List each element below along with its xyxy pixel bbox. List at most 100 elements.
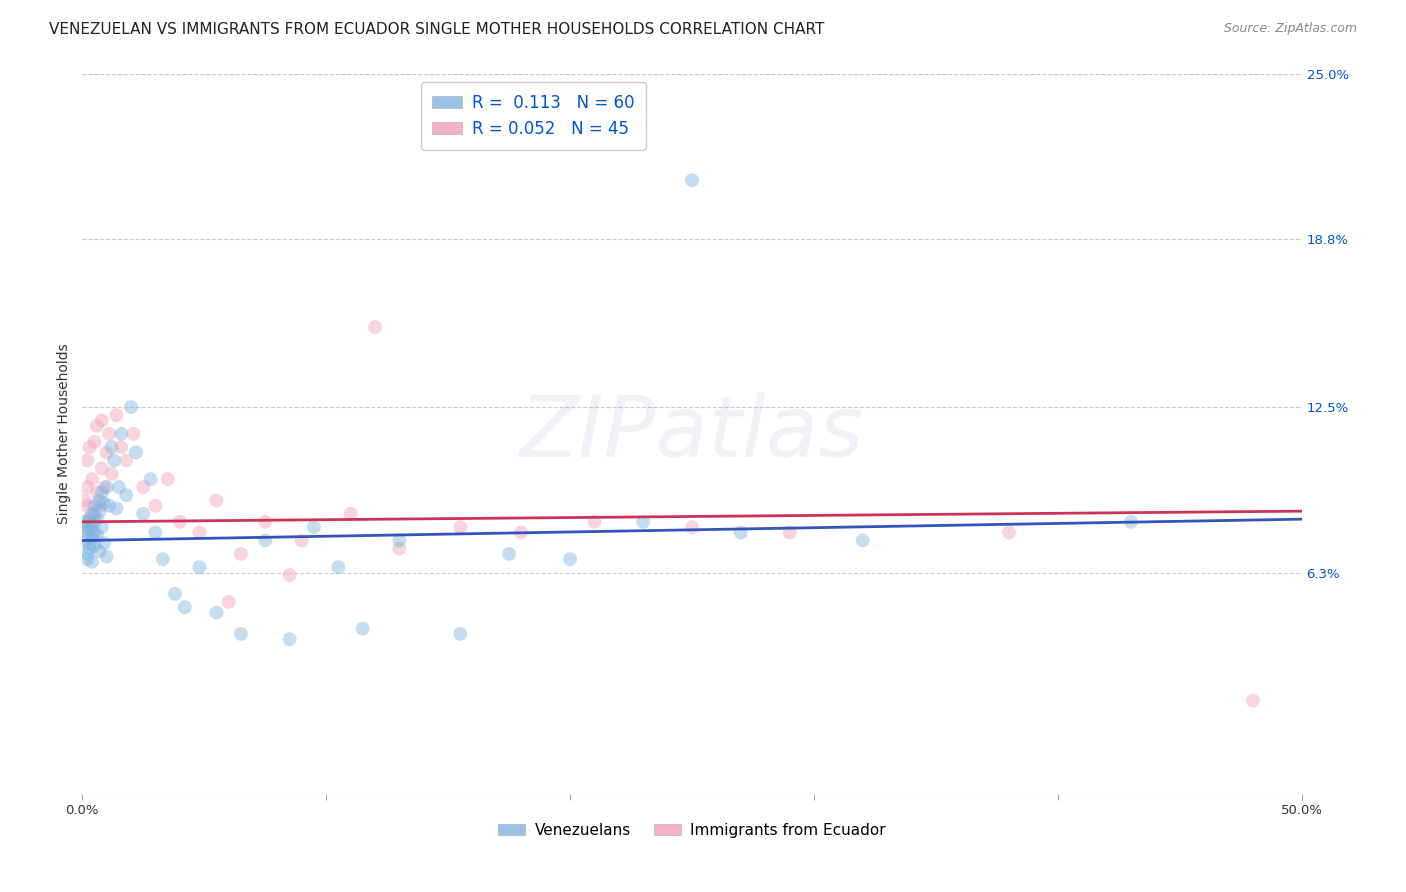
Point	[364, 320, 387, 334]
Point	[76, 499, 98, 513]
Point	[388, 541, 411, 556]
Text: Source: ZipAtlas.com: Source: ZipAtlas.com	[1223, 22, 1357, 36]
Point	[86, 528, 108, 542]
Point	[90, 520, 112, 534]
Point	[998, 525, 1021, 540]
Point	[90, 485, 112, 500]
Point	[79, 541, 101, 556]
Point	[188, 525, 211, 540]
Point	[302, 520, 325, 534]
Point	[110, 440, 132, 454]
Point	[254, 533, 277, 548]
Point	[73, 533, 96, 548]
Point	[125, 445, 148, 459]
Point	[89, 504, 111, 518]
Point	[83, 434, 105, 449]
Point	[105, 501, 128, 516]
Text: ZIPatlas: ZIPatlas	[520, 392, 865, 475]
Point	[583, 515, 606, 529]
Point	[352, 622, 374, 636]
Point	[205, 606, 228, 620]
Point	[83, 499, 105, 513]
Point	[105, 408, 128, 422]
Point	[96, 480, 118, 494]
Point	[79, 536, 101, 550]
Point	[229, 547, 252, 561]
Legend: Venezuelans, Immigrants from Ecuador: Venezuelans, Immigrants from Ecuador	[492, 817, 893, 844]
Point	[388, 533, 411, 548]
Point	[173, 600, 195, 615]
Point	[132, 507, 155, 521]
Point	[98, 426, 121, 441]
Point	[218, 595, 240, 609]
Point	[98, 499, 121, 513]
Point	[76, 547, 98, 561]
Point	[108, 480, 131, 494]
Point	[89, 544, 111, 558]
Point	[278, 632, 301, 647]
Point	[73, 493, 96, 508]
Point	[681, 173, 703, 187]
Point	[80, 531, 103, 545]
Point	[83, 507, 105, 521]
Point	[73, 520, 96, 534]
Point	[80, 507, 103, 521]
Point	[96, 445, 118, 459]
Point	[76, 525, 98, 540]
Point	[80, 555, 103, 569]
Point	[558, 552, 581, 566]
Point	[681, 520, 703, 534]
Point	[73, 515, 96, 529]
Point	[205, 493, 228, 508]
Point	[1241, 693, 1264, 707]
Point	[779, 525, 801, 540]
Point	[115, 453, 138, 467]
Point	[169, 515, 191, 529]
Point	[76, 453, 98, 467]
Point	[163, 587, 186, 601]
Point	[100, 440, 122, 454]
Point	[510, 525, 533, 540]
Point	[449, 627, 471, 641]
Text: VENEZUELAN VS IMMIGRANTS FROM ECUADOR SINGLE MOTHER HOUSEHOLDS CORRELATION CHART: VENEZUELAN VS IMMIGRANTS FROM ECUADOR SI…	[49, 22, 824, 37]
Point	[79, 523, 101, 537]
Point	[291, 533, 314, 548]
Point	[76, 520, 98, 534]
Point	[254, 515, 277, 529]
Point	[80, 517, 103, 532]
Point	[79, 440, 101, 454]
Point	[156, 472, 179, 486]
Point	[76, 552, 98, 566]
Point	[122, 426, 145, 441]
Point	[89, 499, 111, 513]
Point	[83, 539, 105, 553]
Point	[229, 627, 252, 641]
Point	[120, 400, 142, 414]
Point	[79, 512, 101, 526]
Point	[110, 426, 132, 441]
Point	[498, 547, 520, 561]
Point	[86, 512, 108, 526]
Point	[80, 472, 103, 486]
Point	[328, 560, 350, 574]
Point	[83, 525, 105, 540]
Point	[852, 533, 875, 548]
Point	[86, 418, 108, 433]
Point	[103, 453, 125, 467]
Point	[139, 472, 162, 486]
Y-axis label: Single Mother Households: Single Mother Households	[58, 343, 72, 524]
Point	[93, 480, 115, 494]
Point	[86, 485, 108, 500]
Point	[90, 413, 112, 427]
Point	[80, 525, 103, 540]
Point	[449, 520, 471, 534]
Point	[278, 568, 301, 582]
Point	[730, 525, 752, 540]
Point	[145, 525, 167, 540]
Point	[83, 515, 105, 529]
Point	[93, 536, 115, 550]
Point	[93, 496, 115, 510]
Point	[631, 515, 654, 529]
Point	[1119, 515, 1142, 529]
Point	[100, 467, 122, 481]
